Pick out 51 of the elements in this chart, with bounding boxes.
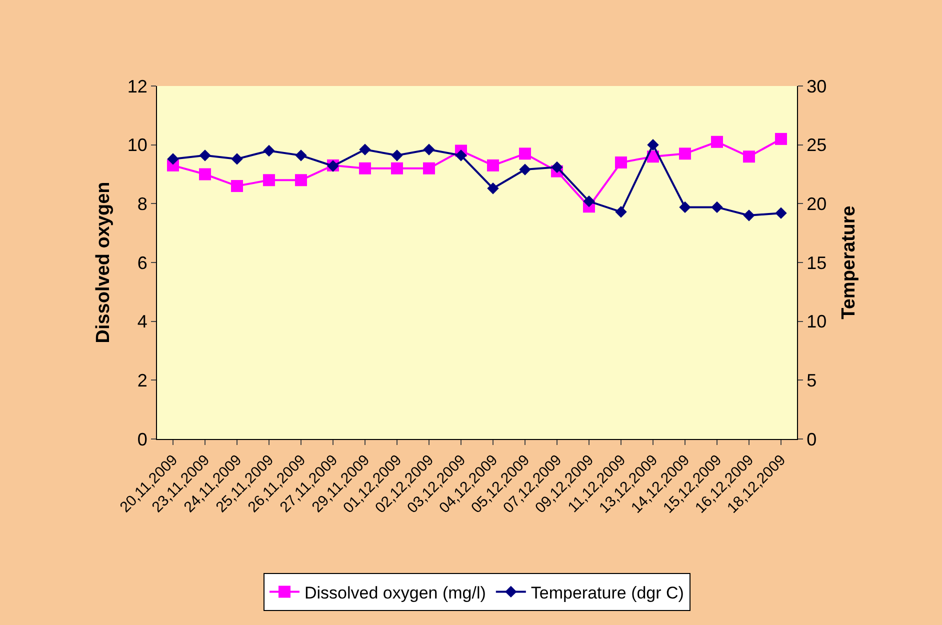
point: [423, 162, 435, 174]
y-tick-label: 2: [137, 370, 148, 390]
y2-tick-label: 10: [806, 312, 827, 332]
y-tick-label: 0: [137, 429, 148, 450]
point: [199, 150, 211, 162]
point: [167, 153, 179, 165]
point: [615, 206, 627, 218]
point: [775, 207, 787, 219]
point: [775, 132, 787, 145]
point: [519, 148, 531, 160]
y2-tick-label: 25: [806, 135, 827, 156]
point: [487, 182, 499, 194]
point: [615, 156, 627, 168]
y-axis-title: Dissolved oxygen: [93, 182, 114, 344]
point: [647, 138, 659, 151]
point: [391, 162, 403, 174]
point: [263, 174, 275, 186]
point: [391, 150, 403, 162]
point: [263, 144, 275, 157]
y2-tick-label: 5: [806, 370, 817, 390]
y-tick-label: 6: [137, 252, 148, 273]
point: [359, 144, 371, 156]
point: [679, 201, 691, 214]
point: [743, 210, 755, 222]
y2-tick-label: 15: [806, 252, 827, 273]
y2-tick-label: 30: [806, 76, 827, 96]
legend-label: Temperature (dgr C): [530, 583, 684, 602]
y-tick-label: 12: [127, 76, 148, 96]
y2-axis-title: Temperature: [838, 206, 860, 320]
point: [295, 150, 307, 162]
point: [519, 164, 531, 176]
y2-tick-label: 20: [806, 194, 827, 214]
point: [199, 168, 211, 180]
y2-tick-label: 0: [806, 429, 817, 450]
y-tick-label: 8: [137, 194, 148, 214]
point: [583, 195, 595, 208]
point: [455, 150, 467, 162]
point: [295, 174, 307, 186]
point: [231, 153, 243, 165]
point: [743, 150, 755, 163]
point: [551, 161, 563, 174]
y-tick-label: 10: [127, 135, 148, 156]
point: [359, 162, 371, 174]
y-tick-label: 4: [137, 312, 148, 332]
point: [679, 148, 691, 160]
point: [487, 159, 499, 172]
point: [231, 180, 243, 192]
point: [711, 136, 723, 148]
point: [423, 144, 435, 156]
point: [711, 201, 723, 214]
legend-label: Dissolved oxygen (mg/l): [304, 583, 486, 602]
